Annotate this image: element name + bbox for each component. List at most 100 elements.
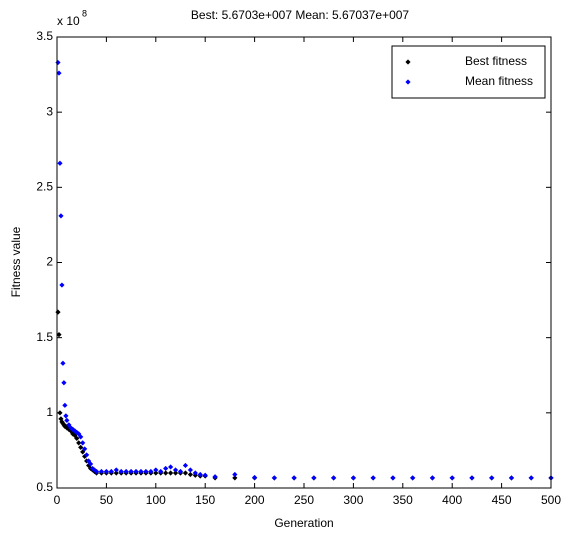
- legend-label: Best fitness: [465, 54, 527, 68]
- y-multiplier: x 10: [57, 14, 80, 28]
- data-point: [489, 475, 495, 481]
- y-tick-label: 0.5: [36, 480, 53, 494]
- data-point: [291, 475, 297, 481]
- data-point: [177, 468, 184, 475]
- data-point: [187, 467, 193, 473]
- y-tick-label: 1: [46, 405, 53, 419]
- data-point: [172, 467, 179, 473]
- data-point: [168, 464, 174, 470]
- data-point: [469, 475, 475, 481]
- x-tick-label: 500: [541, 493, 561, 507]
- data-point: [153, 470, 159, 476]
- legend-label: Mean fitness: [465, 74, 533, 88]
- data-point: [449, 475, 455, 481]
- y-axis-label: Fitness value: [9, 226, 23, 297]
- data-point: [108, 468, 114, 475]
- data-point: [66, 422, 72, 428]
- data-point: [82, 446, 88, 452]
- data-point: [172, 470, 179, 476]
- data-point: [80, 440, 86, 446]
- plot-area: [55, 59, 554, 481]
- data-point: [56, 70, 62, 76]
- data-point: [168, 470, 174, 476]
- x-tick-label: 100: [146, 493, 166, 507]
- data-point: [56, 332, 62, 338]
- data-point: [61, 380, 67, 386]
- data-point: [64, 425, 70, 431]
- y-tick-label: 2.5: [36, 180, 53, 194]
- x-tick-label: 0: [54, 493, 61, 507]
- data-point: [158, 468, 164, 475]
- x-tick-label: 450: [492, 493, 512, 507]
- data-point: [197, 471, 203, 478]
- data-point: [311, 475, 317, 481]
- data-point: [390, 475, 396, 481]
- x-tick-label: 150: [195, 493, 215, 507]
- data-point: [68, 425, 74, 431]
- data-point: [113, 470, 119, 476]
- data-point: [153, 467, 159, 473]
- data-point: [60, 360, 66, 366]
- data-point: [232, 475, 238, 481]
- x-tick-label: 250: [294, 493, 314, 507]
- data-point: [187, 471, 193, 478]
- legend-marker: [405, 79, 411, 85]
- data-point: [508, 475, 515, 481]
- data-point: [93, 468, 100, 475]
- data-point: [98, 468, 105, 475]
- data-point: [350, 475, 356, 481]
- data-point: [58, 213, 64, 219]
- data-point: [91, 467, 98, 473]
- y-tick-label: 3: [46, 104, 53, 118]
- chart-title: Best: 5.6703e+007 Mean: 5.67037e+007: [191, 8, 410, 22]
- data-point: [80, 449, 86, 455]
- x-tick-label: 400: [442, 493, 462, 507]
- data-point: [410, 475, 416, 481]
- data-point: [72, 428, 78, 434]
- y-multiplier-exponent: 8: [82, 8, 87, 18]
- data-point: [212, 474, 218, 480]
- data-point: [143, 468, 149, 475]
- data-point: [84, 452, 90, 458]
- data-point: [192, 470, 198, 476]
- data-point: [76, 440, 82, 446]
- x-axis-label: Generation: [274, 516, 333, 530]
- data-point: [133, 468, 139, 475]
- y-tick-label: 1.5: [36, 330, 53, 344]
- x-tick-label: 350: [393, 493, 413, 507]
- y-tick-label: 3.5: [36, 29, 53, 43]
- data-point: [128, 468, 134, 475]
- legend-box: [391, 45, 546, 99]
- data-point: [64, 417, 70, 423]
- data-point: [182, 462, 189, 469]
- legend-marker: [405, 59, 411, 65]
- data-point: [78, 444, 84, 451]
- data-point: [271, 475, 277, 481]
- data-point: [59, 282, 65, 288]
- data-point: [68, 428, 74, 434]
- data-point: [62, 402, 68, 408]
- data-point: [78, 434, 84, 440]
- data-point: [118, 468, 124, 475]
- data-point: [113, 467, 119, 473]
- data-point: [252, 474, 258, 481]
- data-point: [74, 435, 80, 441]
- data-point: [63, 413, 69, 419]
- data-point: [57, 160, 63, 166]
- y-tick-label: 2: [46, 255, 53, 269]
- data-point: [182, 470, 189, 476]
- data-point: [232, 471, 238, 478]
- data-point: [528, 475, 534, 481]
- data-point: [103, 468, 109, 475]
- data-point: [370, 475, 376, 481]
- x-tick-label: 300: [343, 493, 363, 507]
- data-point: [87, 461, 94, 467]
- data-point: [331, 475, 337, 481]
- data-point: [123, 468, 129, 475]
- data-point: [429, 475, 436, 481]
- x-tick-label: 200: [245, 493, 265, 507]
- data-point: [202, 472, 208, 478]
- data-point: [72, 432, 78, 438]
